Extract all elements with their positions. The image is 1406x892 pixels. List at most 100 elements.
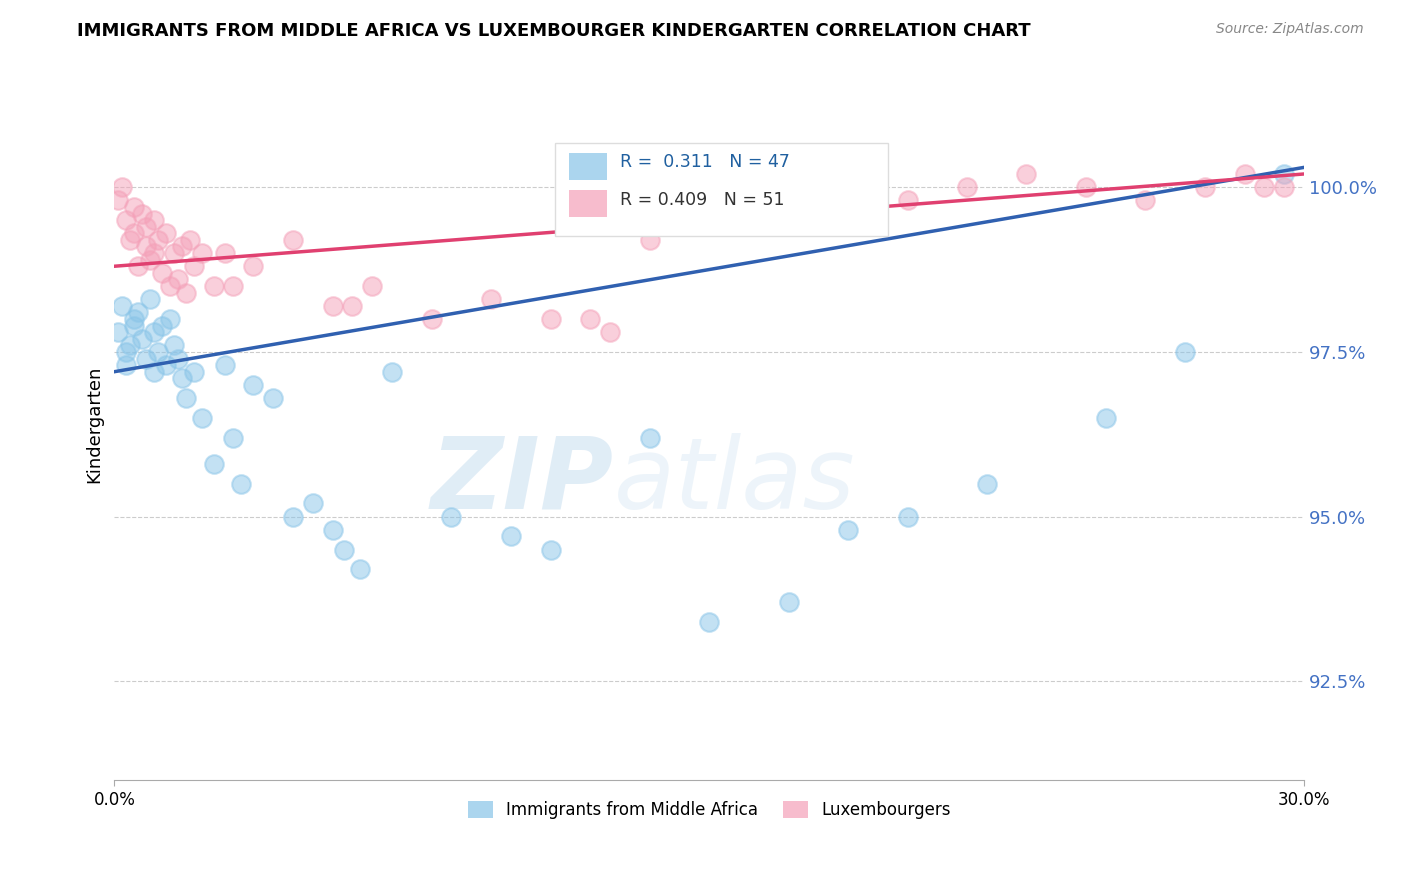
Point	[778, 595, 800, 609]
Point	[540, 542, 562, 557]
Point	[115, 358, 138, 372]
Point	[111, 180, 134, 194]
Point	[1074, 180, 1097, 194]
Point	[856, 213, 879, 227]
Point	[242, 377, 264, 392]
Point	[1015, 167, 1038, 181]
Text: R = 0.409   N = 51: R = 0.409 N = 51	[620, 191, 785, 210]
Point	[697, 615, 720, 629]
Point	[479, 292, 502, 306]
Point	[183, 259, 205, 273]
Text: IMMIGRANTS FROM MIDDLE AFRICA VS LUXEMBOURGER KINDERGARTEN CORRELATION CHART: IMMIGRANTS FROM MIDDLE AFRICA VS LUXEMBO…	[77, 22, 1031, 40]
Point	[139, 292, 162, 306]
Point	[115, 213, 138, 227]
Point	[896, 509, 918, 524]
Point	[638, 233, 661, 247]
Point	[202, 279, 225, 293]
Point	[321, 299, 343, 313]
Point	[167, 351, 190, 366]
Point	[122, 200, 145, 214]
Point	[127, 259, 149, 273]
Point	[139, 252, 162, 267]
Point	[190, 410, 212, 425]
Point	[135, 351, 157, 366]
Point	[381, 365, 404, 379]
Point	[1272, 167, 1295, 181]
Point	[697, 213, 720, 227]
Point	[579, 312, 602, 326]
Point	[231, 476, 253, 491]
Point	[222, 279, 245, 293]
Point	[150, 266, 173, 280]
Point	[159, 312, 181, 326]
Point	[599, 325, 621, 339]
Point	[163, 246, 186, 260]
Point	[361, 279, 384, 293]
Point	[122, 227, 145, 241]
Point	[190, 246, 212, 260]
Point	[107, 325, 129, 339]
FancyBboxPatch shape	[569, 153, 607, 179]
Point	[107, 194, 129, 208]
Point	[179, 233, 201, 247]
Point	[170, 239, 193, 253]
Point	[214, 246, 236, 260]
Point	[143, 213, 166, 227]
Point	[440, 509, 463, 524]
Point	[214, 358, 236, 372]
Point	[1272, 180, 1295, 194]
FancyBboxPatch shape	[569, 190, 607, 218]
Point	[167, 272, 190, 286]
Point	[222, 431, 245, 445]
Point	[837, 523, 859, 537]
Point	[174, 391, 197, 405]
Point	[778, 194, 800, 208]
Point	[1094, 410, 1116, 425]
Legend: Immigrants from Middle Africa, Luxembourgers: Immigrants from Middle Africa, Luxembour…	[461, 794, 957, 825]
Point	[342, 299, 364, 313]
Point	[896, 194, 918, 208]
Point	[1253, 180, 1275, 194]
Point	[281, 233, 304, 247]
Text: Source: ZipAtlas.com: Source: ZipAtlas.com	[1216, 22, 1364, 37]
Point	[349, 562, 371, 576]
Point	[122, 312, 145, 326]
Point	[420, 312, 443, 326]
Point	[1233, 167, 1256, 181]
Point	[202, 457, 225, 471]
Point	[143, 365, 166, 379]
Point	[540, 312, 562, 326]
Point	[111, 299, 134, 313]
FancyBboxPatch shape	[554, 144, 887, 235]
Point	[321, 523, 343, 537]
Point	[131, 332, 153, 346]
Point	[143, 246, 166, 260]
Point	[135, 239, 157, 253]
Point	[333, 542, 356, 557]
Point	[122, 318, 145, 333]
Text: atlas: atlas	[614, 433, 856, 530]
Point	[1174, 345, 1197, 359]
Text: R =  0.311   N = 47: R = 0.311 N = 47	[620, 153, 790, 171]
Point	[127, 305, 149, 319]
Point	[131, 206, 153, 220]
Point	[262, 391, 284, 405]
Point	[150, 318, 173, 333]
Y-axis label: Kindergarten: Kindergarten	[86, 366, 103, 483]
Point	[956, 180, 979, 194]
Point	[155, 358, 177, 372]
Point	[163, 338, 186, 352]
Point	[170, 371, 193, 385]
Point	[976, 476, 998, 491]
Point	[499, 529, 522, 543]
Point	[146, 233, 169, 247]
Point	[638, 431, 661, 445]
Point	[159, 279, 181, 293]
Point	[1135, 194, 1157, 208]
Point	[301, 496, 323, 510]
Point	[183, 365, 205, 379]
Point	[120, 338, 142, 352]
Point	[143, 325, 166, 339]
Point	[1194, 180, 1216, 194]
Point	[817, 180, 839, 194]
